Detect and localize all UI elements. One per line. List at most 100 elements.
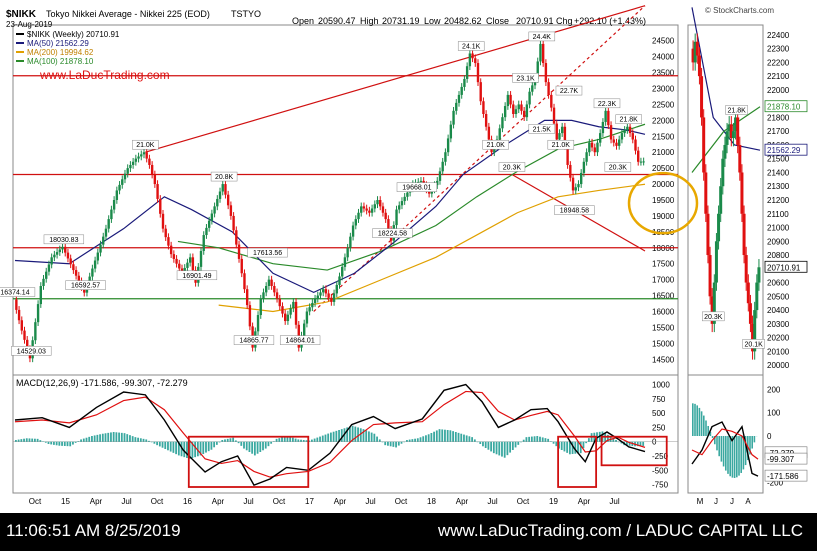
macd-histogram-bar: [202, 441, 205, 454]
price-y-tick: 14500: [652, 355, 675, 364]
candle-body: [370, 208, 374, 213]
macd-histogram-bar: [463, 434, 465, 442]
price-x-tick: 19: [549, 497, 558, 506]
price-y-tick: 16000: [652, 307, 675, 316]
inset-candle-body: [691, 48, 695, 63]
candle-body: [541, 43, 545, 64]
inset-value-tag-box: [764, 143, 808, 156]
candle-body: [474, 58, 477, 64]
candle-body: [167, 237, 170, 246]
macd-histogram-bar: [577, 441, 579, 454]
candle-body: [582, 161, 586, 173]
macd-inset-histogram-bar: [733, 436, 736, 478]
macd-histogram-bar: [251, 441, 254, 454]
candle-body: [169, 245, 173, 255]
macd-histogram-bar: [74, 441, 77, 443]
candle-body: [482, 101, 485, 114]
price-x-tick: Jul: [487, 497, 497, 506]
candle-body: [368, 210, 371, 213]
price-label-box: [132, 139, 159, 150]
inset-candle-body: [702, 117, 706, 173]
macd-histogram-bar: [501, 441, 503, 457]
candle-body: [308, 307, 311, 312]
macd-histogram-bar: [332, 431, 335, 442]
candle-body: [289, 308, 292, 315]
inset-value-tag: 21878.10: [767, 103, 801, 112]
macd-inset-signal-line: [691, 428, 759, 460]
macd-histogram-bar: [373, 433, 376, 442]
macd-histogram-bar: [625, 441, 628, 446]
macd-highlight-box: [600, 435, 668, 467]
macd-histogram-bar: [354, 426, 357, 442]
inset-y-tick: 20200: [767, 334, 790, 343]
price-label: 18224.58: [378, 231, 407, 238]
inset-y-tick: 20800: [767, 251, 790, 260]
macd-histogram-bar: [387, 441, 389, 446]
candle-body: [601, 121, 605, 134]
price-chart: 1450015000155001600016500170001750018000…: [0, 5, 699, 506]
macd-histogram-bar: [142, 438, 145, 442]
inset-candle-body: [727, 124, 731, 132]
candle-body: [620, 133, 624, 140]
macd-histogram-bar: [158, 441, 161, 447]
candle-body: [256, 315, 260, 332]
price-x-tick: Apr: [456, 497, 469, 506]
price-y-tick: 20500: [652, 164, 675, 173]
macd-histogram-bar: [156, 441, 159, 446]
macd-histogram-bar: [376, 436, 378, 442]
price-label: 16374.14: [0, 290, 29, 297]
inset-y-tick: 21500: [767, 155, 790, 164]
macd-histogram-bar: [291, 437, 294, 442]
price-x-tick: Apr: [90, 497, 103, 506]
macd-histogram-bar: [297, 439, 300, 442]
macd-histogram-bar: [444, 429, 446, 442]
candle-body: [484, 114, 488, 127]
macd-histogram-bar: [503, 441, 506, 458]
price-x-tick: 17: [305, 497, 314, 506]
macd-inset-histogram-bar: [698, 407, 701, 436]
macd-histogram-bar: [205, 441, 207, 453]
candle-body: [569, 164, 572, 178]
candle-body: [343, 257, 347, 267]
candle-body: [623, 129, 626, 134]
chg-label: Chg: [556, 16, 573, 26]
macd-histogram-bar: [58, 441, 61, 446]
candle-body: [319, 292, 322, 296]
candle-body: [175, 258, 178, 264]
price-x-tick: 18: [427, 497, 436, 506]
price-x-tick: 15: [61, 497, 70, 506]
candle-body: [159, 198, 162, 214]
macd-histogram-bar: [80, 439, 82, 442]
candle-body: [47, 264, 51, 272]
macd-histogram-bar: [107, 432, 110, 442]
inset-candle-body: [704, 172, 708, 214]
inset-value-tag: 21562.29: [767, 146, 801, 155]
macd-histogram-bar: [495, 441, 498, 455]
price-label-box: [593, 98, 621, 109]
candle-body: [23, 330, 26, 340]
candle-body: [224, 184, 227, 195]
inset-candle-body: [721, 158, 725, 187]
candle-body: [172, 254, 176, 259]
candle-body: [199, 250, 203, 267]
macd-histogram-bar: [617, 441, 620, 443]
macd-inset-histogram-bar: [696, 405, 698, 436]
candle-body: [468, 53, 472, 67]
candle-body: [74, 270, 78, 276]
macd-inset-y-tick: -200: [767, 479, 784, 488]
price-y-tick: 20000: [652, 180, 675, 189]
candle-body: [69, 258, 72, 265]
candle-body: [303, 323, 306, 336]
candle-body: [588, 142, 591, 153]
macd-histogram-bar: [384, 441, 387, 446]
inset-candle-body: [712, 282, 716, 324]
legend-entry: MA(200) 19994.62: [27, 48, 94, 57]
macd-histogram-bar: [330, 432, 332, 442]
macd-histogram-bar: [270, 441, 273, 444]
inset-value-tag-box: [764, 100, 808, 113]
price-x-tick: Apr: [334, 497, 347, 506]
macd-panel-frame: [12, 374, 679, 494]
inset-candle-body: [751, 323, 755, 352]
price-x-tick: Jul: [243, 497, 253, 506]
candle-body: [381, 206, 385, 213]
